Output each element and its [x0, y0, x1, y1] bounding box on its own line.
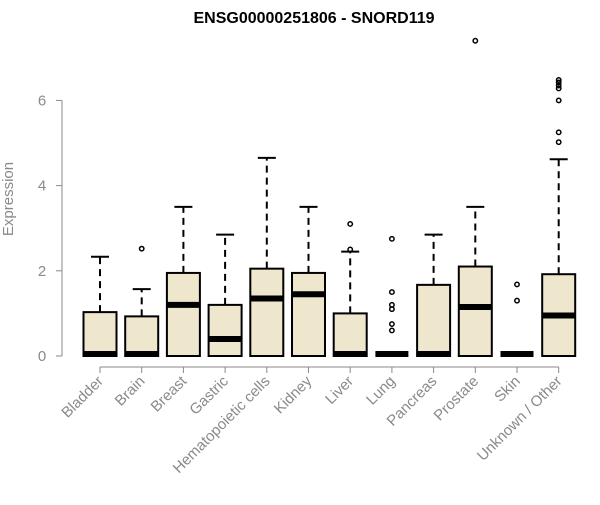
box-body: [291, 271, 326, 357]
outlier-point: [514, 281, 520, 288]
outlier-point: [555, 79, 562, 86]
box-body: [124, 315, 160, 357]
outlier-point: [388, 327, 395, 334]
outlier-point: [347, 246, 354, 253]
box-hematopoietic-cells: [249, 156, 285, 358]
outlier-point: [555, 139, 562, 146]
outlier-point: [555, 77, 562, 83]
x-tick-label: Bladder: [58, 373, 107, 422]
box-body: [207, 303, 243, 358]
outlier-point: [555, 97, 562, 104]
box-breast: [165, 205, 201, 357]
boxes-group: [82, 37, 577, 358]
y-axis-label: Expression: [0, 162, 17, 236]
chart-title: ENSG00000251806 - SNORD119: [193, 10, 434, 27]
box-body: [165, 271, 201, 357]
box-skin: [500, 281, 534, 357]
outlier-point: [388, 321, 395, 327]
box-body: [332, 312, 368, 357]
outlier-point: [388, 289, 395, 296]
box-prostate: [457, 37, 493, 358]
box-gastric: [207, 233, 243, 358]
x-tick-label: Prostate: [431, 373, 483, 425]
y-tick-label: 0: [38, 348, 46, 365]
outlier-point: [388, 235, 395, 242]
x-tick-label: Kidney: [271, 372, 316, 417]
outlier-point: [138, 245, 145, 252]
outlier-point: [347, 220, 354, 227]
box-body: [457, 265, 493, 358]
y-tick-label: 6: [38, 92, 46, 109]
box-pancreas: [416, 233, 452, 357]
outlier-point: [555, 85, 562, 92]
box-body: [416, 283, 452, 357]
x-tick-label: Brain: [112, 373, 149, 410]
box-body: [82, 311, 118, 358]
x-tick-label: Lung: [363, 373, 399, 409]
x-tick-label: Liver: [322, 373, 357, 408]
outlier-point: [514, 297, 520, 304]
box-brain: [124, 245, 160, 357]
outlier-point: [555, 82, 562, 89]
x-tick-label: Skin: [491, 373, 524, 406]
box-lung: [375, 235, 409, 357]
y-tick-label: 4: [38, 178, 46, 195]
outlier-point: [555, 129, 562, 136]
outlier-point: [388, 301, 395, 308]
y-tick-label: 2: [38, 263, 46, 280]
axes: 0 2 4 6: [38, 92, 560, 373]
box-liver: [332, 220, 368, 357]
box-kidney: [291, 205, 326, 357]
box-body: [249, 267, 285, 358]
box-unknown-other: [541, 77, 577, 358]
outlier-point: [472, 37, 479, 44]
x-tick-label: Breast: [148, 372, 191, 415]
box-bladder: [82, 255, 118, 358]
